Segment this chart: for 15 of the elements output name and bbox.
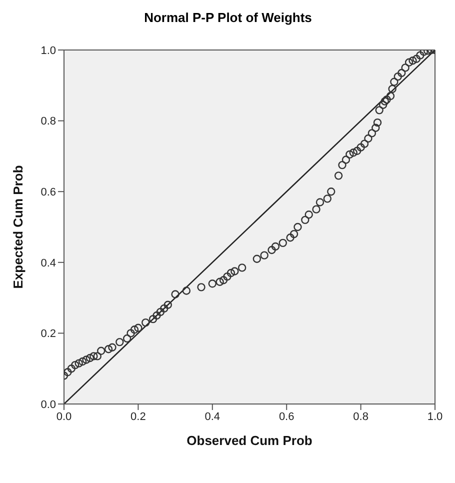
x-tick-label: 0.6	[278, 410, 294, 423]
y-tick-label: 0.6	[40, 186, 56, 199]
chart-title: Normal P-P Plot of Weights	[143, 10, 313, 25]
x-tick-label: 1.0	[427, 410, 443, 423]
y-tick-label: 0.8	[40, 116, 56, 128]
y-axis-title: Expected Cum Prob	[10, 165, 26, 289]
x-tick-label: 0.8	[353, 410, 368, 423]
y-tick-label: 1.0	[40, 44, 56, 57]
y-tick-label: 0.0	[40, 398, 56, 411]
y-tick-label: 0.4	[40, 257, 56, 270]
x-tick-label: 0.2	[130, 410, 146, 423]
x-tick-label: 0.4	[204, 410, 220, 423]
x-axis-title: Observed Cum Prob	[186, 433, 312, 448]
x-tick-label: 0.0	[56, 410, 72, 423]
y-tick-label: 0.2	[40, 328, 56, 340]
